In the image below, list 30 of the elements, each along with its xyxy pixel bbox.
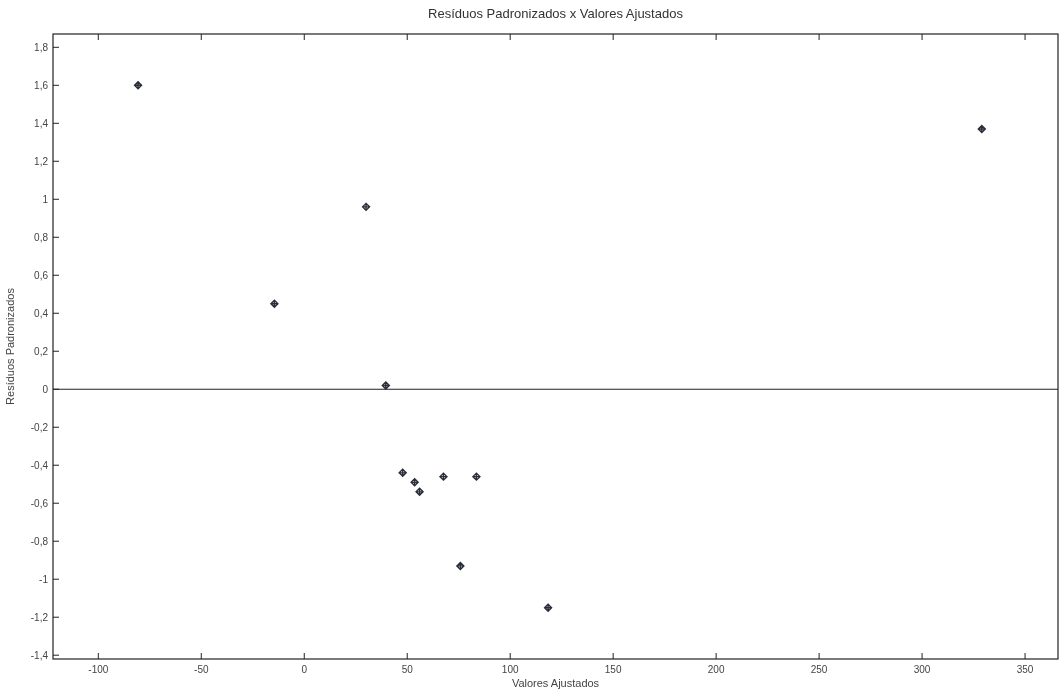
y-tick-label: 0,6 — [34, 269, 49, 281]
y-tick-label: 1,6 — [34, 79, 49, 91]
y-tick-label: 1,2 — [34, 155, 49, 167]
x-tick-label: 50 — [401, 664, 414, 675]
x-tick-label: 150 — [604, 664, 622, 675]
x-tick-label: 0 — [301, 664, 308, 675]
x-tick-label: 300 — [913, 664, 931, 675]
x-tick-label: 350 — [1016, 664, 1034, 675]
y-tick-label: -1 — [39, 573, 49, 585]
y-tick-label: 1 — [42, 193, 49, 205]
y-tick-label: -0,8 — [30, 535, 49, 547]
y-tick-label: -1,4 — [30, 649, 49, 661]
chart-title: Resíduos Padronizados x Valores Ajustados — [428, 6, 684, 21]
x-tick-label: -50 — [194, 664, 209, 675]
x-tick-label: 250 — [810, 664, 828, 675]
y-tick-label: -0,4 — [30, 459, 49, 471]
y-tick-label: 0 — [42, 383, 49, 395]
y-tick-label: 0,4 — [34, 307, 49, 319]
y-tick-label: -0,2 — [30, 421, 49, 433]
x-axis-title: Valores Ajustados — [511, 677, 600, 689]
x-tick-label: 200 — [707, 664, 725, 675]
y-tick-label: 0,2 — [34, 345, 49, 357]
x-tick-label: 100 — [501, 664, 519, 675]
y-tick-label: 0,8 — [34, 231, 49, 243]
y-axis-title: Resíduos Padronizados — [4, 287, 16, 405]
x-tick-label: -100 — [88, 664, 109, 675]
y-tick-label: -0,6 — [30, 497, 49, 509]
y-tick-label: 1,8 — [34, 41, 49, 53]
y-tick-label: -1,2 — [30, 611, 49, 623]
y-tick-label: 1,4 — [34, 117, 49, 129]
